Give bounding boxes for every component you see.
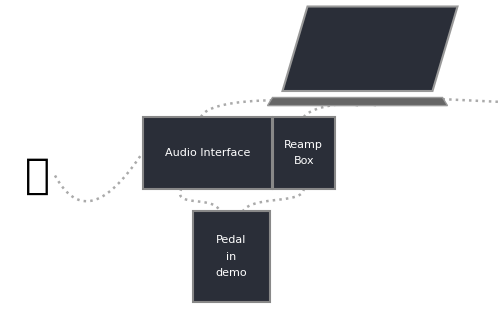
Polygon shape: [282, 6, 458, 91]
Polygon shape: [268, 98, 448, 106]
FancyBboxPatch shape: [142, 117, 272, 188]
Text: Pedal
in
demo: Pedal in demo: [216, 235, 247, 278]
Text: Audio Interface: Audio Interface: [165, 148, 250, 158]
FancyBboxPatch shape: [272, 117, 335, 188]
FancyBboxPatch shape: [192, 211, 270, 302]
Text: Reamp
Box: Reamp Box: [284, 139, 323, 166]
Text: 🎸: 🎸: [25, 154, 50, 197]
